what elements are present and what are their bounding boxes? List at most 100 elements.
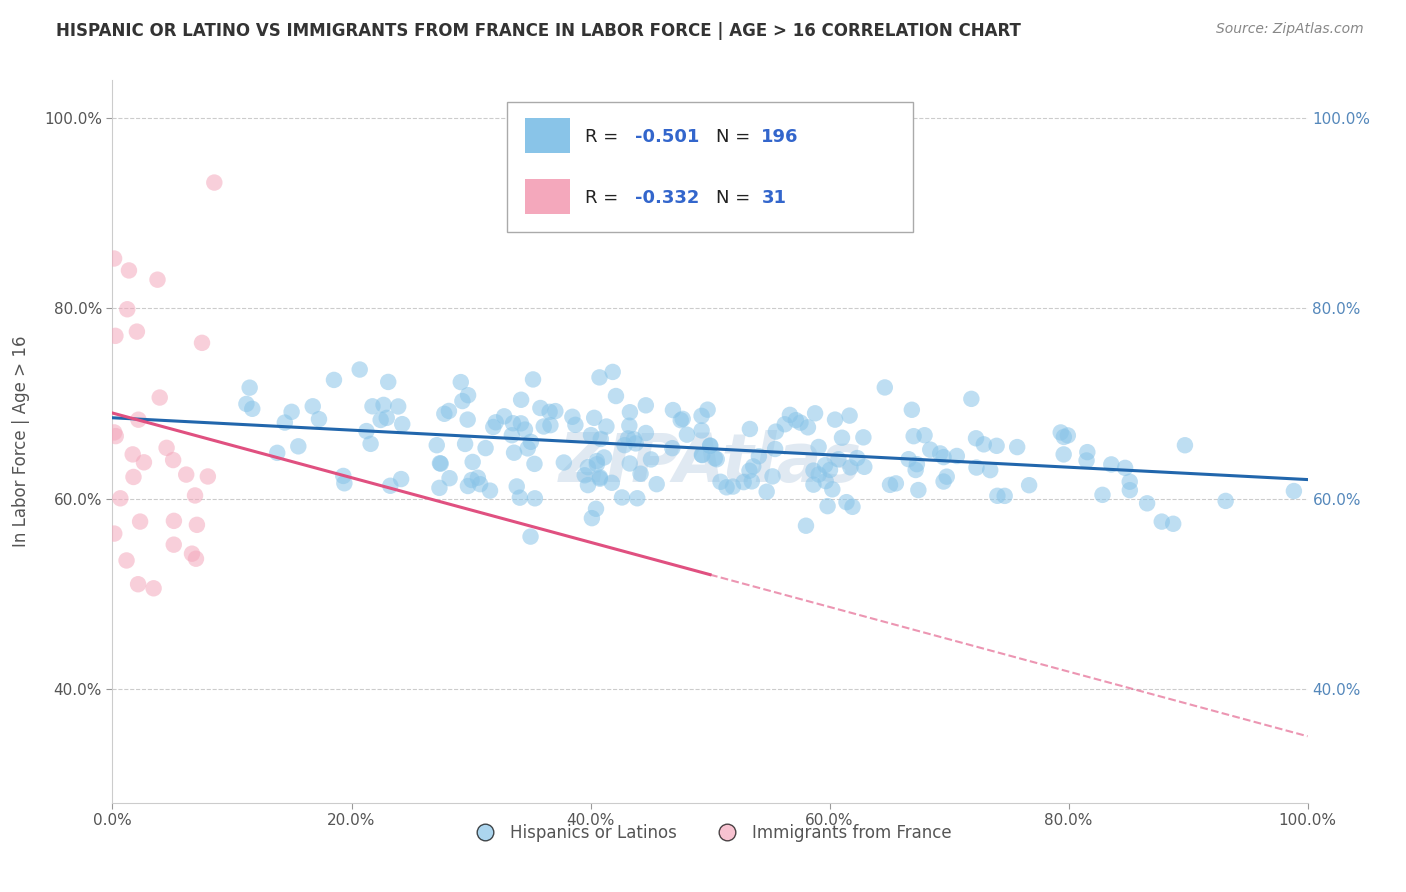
Text: R =: R = <box>585 128 623 145</box>
Point <box>149 391 172 405</box>
Point <box>973 437 995 451</box>
Point <box>454 437 477 451</box>
Point <box>709 475 731 489</box>
Point <box>755 484 778 499</box>
Point <box>274 416 297 430</box>
Point <box>818 463 841 477</box>
Point <box>807 467 830 482</box>
Point <box>377 375 399 389</box>
Point <box>184 551 207 566</box>
Point <box>588 370 610 384</box>
Point <box>640 452 662 467</box>
Point <box>125 325 148 339</box>
Point <box>738 422 761 436</box>
Point <box>1018 478 1040 492</box>
Point <box>513 423 536 437</box>
Point <box>239 381 262 395</box>
Point <box>634 425 657 440</box>
Point <box>733 475 755 489</box>
Point <box>814 458 837 473</box>
Point <box>323 373 346 387</box>
Point <box>280 405 302 419</box>
Point <box>907 483 929 497</box>
Point <box>821 483 844 497</box>
Point <box>564 417 586 432</box>
Point <box>162 453 184 467</box>
Point <box>645 477 668 491</box>
Point <box>356 424 378 438</box>
Point <box>523 491 546 506</box>
Point <box>827 452 849 467</box>
Point <box>619 457 641 471</box>
Point <box>779 408 801 422</box>
Point <box>905 457 928 471</box>
Point <box>583 410 606 425</box>
Point <box>301 399 323 413</box>
Point <box>669 413 692 427</box>
Point <box>932 450 955 464</box>
Point <box>1215 494 1237 508</box>
Point <box>773 417 796 432</box>
Point <box>457 388 479 402</box>
Point <box>884 476 907 491</box>
Point <box>451 394 474 409</box>
Point <box>474 441 496 455</box>
Point <box>155 441 177 455</box>
Point <box>706 452 728 467</box>
Point <box>375 410 398 425</box>
Point <box>1282 483 1305 498</box>
Text: HISPANIC OR LATINO VS IMMIGRANTS FROM FRANCE IN LABOR FORCE | AGE > 16 CORRELATI: HISPANIC OR LATINO VS IMMIGRANTS FROM FR… <box>56 22 1021 40</box>
Point <box>1118 475 1140 489</box>
Text: ZIPAtlas: ZIPAtlas <box>558 430 862 496</box>
Point <box>803 477 825 491</box>
Point <box>110 491 132 506</box>
Point <box>544 404 567 418</box>
Point <box>523 457 546 471</box>
Point <box>501 428 523 442</box>
Point <box>186 517 208 532</box>
Point <box>506 479 529 493</box>
Point <box>852 430 875 444</box>
Point <box>960 392 983 406</box>
Y-axis label: In Labor Force | Age > 16: In Labor Force | Age > 16 <box>13 335 30 548</box>
Point <box>467 471 489 485</box>
Point <box>360 437 382 451</box>
Point <box>804 406 827 420</box>
Point <box>163 514 186 528</box>
Point <box>429 457 451 471</box>
Point <box>235 397 257 411</box>
Text: 31: 31 <box>762 189 786 207</box>
Point <box>903 429 925 443</box>
Point <box>589 432 612 446</box>
Point <box>520 434 543 449</box>
Point <box>879 478 901 492</box>
Point <box>763 442 786 456</box>
FancyBboxPatch shape <box>508 102 914 232</box>
Point <box>561 409 583 424</box>
Point <box>266 446 288 460</box>
Text: -0.501: -0.501 <box>634 128 699 145</box>
Point <box>121 447 143 461</box>
Point <box>479 483 502 498</box>
Point <box>797 420 820 434</box>
Point <box>332 469 354 483</box>
Point <box>690 409 713 423</box>
Point <box>765 425 787 439</box>
Text: N =: N = <box>716 189 756 207</box>
Point <box>1056 428 1078 442</box>
Point <box>576 478 599 492</box>
Point <box>129 515 152 529</box>
Point <box>333 476 356 491</box>
Point <box>509 491 531 505</box>
Point <box>807 440 830 454</box>
Point <box>626 491 648 506</box>
FancyBboxPatch shape <box>524 118 571 153</box>
Point <box>986 439 1008 453</box>
Point <box>482 420 505 434</box>
Point <box>838 409 860 423</box>
Point <box>794 518 817 533</box>
Point <box>389 472 412 486</box>
Point <box>163 538 186 552</box>
Point <box>595 419 617 434</box>
Point <box>803 464 825 478</box>
